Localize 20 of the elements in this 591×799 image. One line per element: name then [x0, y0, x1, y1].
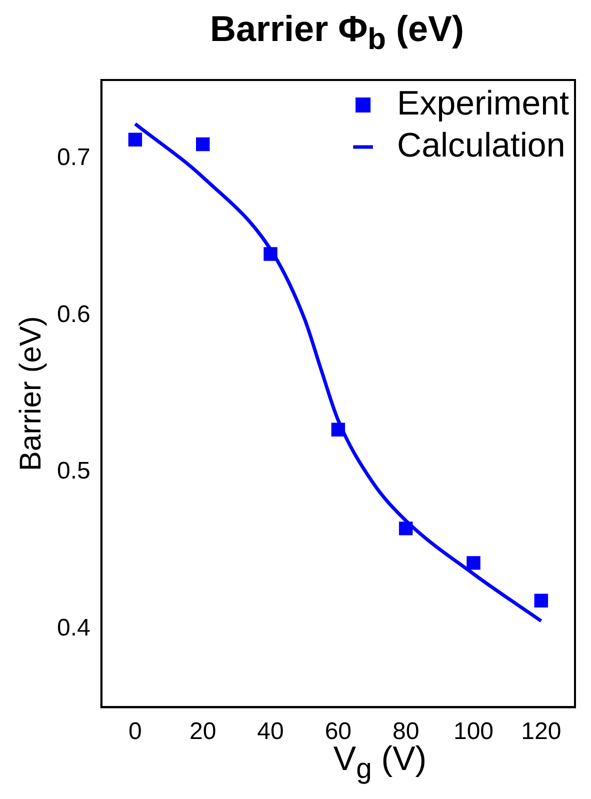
y-tick-label: 0.6: [56, 300, 90, 328]
point: [534, 594, 548, 608]
point: [196, 137, 210, 152]
point: [466, 556, 480, 570]
x-tick-label: 120: [521, 718, 562, 746]
y-tick-label: 0.4: [56, 614, 90, 642]
x-tick-label: 100: [453, 718, 494, 746]
x-tick-label: 40: [257, 718, 284, 746]
point: [398, 522, 413, 536]
y-tick-label: 0.7: [56, 144, 90, 172]
point: [331, 422, 346, 437]
x-tick-label: 20: [190, 718, 216, 746]
y-axis-title: Barrier (eV): [14, 316, 48, 472]
legend-label: Calculation: [397, 126, 566, 164]
legend-label: Experiment: [397, 84, 570, 122]
point: [264, 247, 278, 261]
x-tick-label: 0: [128, 718, 142, 746]
y-tick-label: 0.5: [56, 458, 90, 485]
chart-title: Barrier Φ$_{b}$ (eV): [210, 8, 464, 58]
point: [128, 132, 142, 146]
